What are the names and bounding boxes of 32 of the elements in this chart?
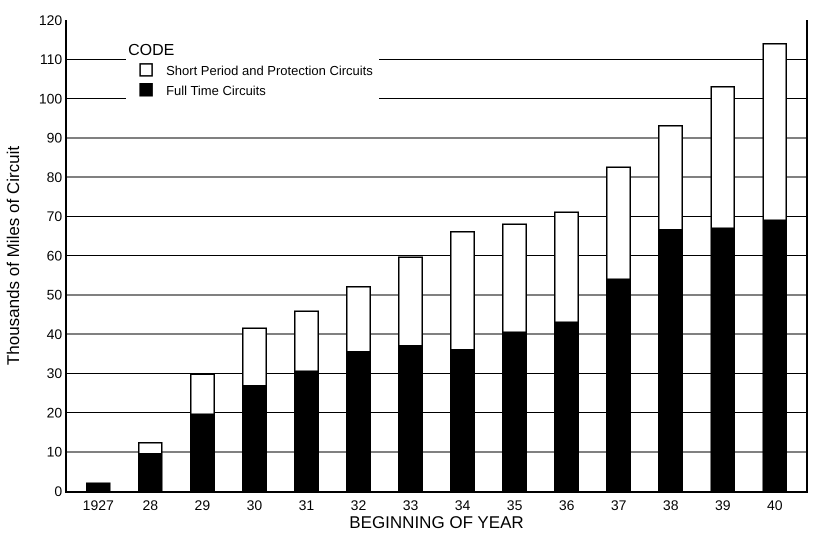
y-tick-label: 10 <box>46 444 62 460</box>
x-tick-label: 40 <box>766 496 783 513</box>
x-tick-label: 38 <box>662 496 679 513</box>
x-tick-label: 36 <box>558 496 575 513</box>
y-tick-label: 20 <box>46 404 62 420</box>
y-tick-label: 50 <box>46 286 62 303</box>
x-tick-label: 33 <box>402 496 418 513</box>
x-tick-label: 37 <box>610 496 627 513</box>
y-tick-label: 110 <box>40 51 62 68</box>
y-axis-title: Thousands of Miles of Circuit <box>4 146 23 366</box>
legend-title: CODE <box>128 42 174 59</box>
y-tick-label: 40 <box>46 326 62 342</box>
y-tick-label: 30 <box>46 365 62 382</box>
x-tick-label: 30 <box>246 496 262 513</box>
y-tick-label: 0 <box>54 482 62 499</box>
y-tick-label: 120 <box>38 12 62 28</box>
x-tick-label: 34 <box>454 496 471 513</box>
legend-label: Full Time Circuits <box>166 82 266 98</box>
x-axis-title: BEGINNING OF YEAR <box>349 512 524 532</box>
x-tick-label: 28 <box>142 496 158 513</box>
y-tick-label: 90 <box>46 130 62 146</box>
x-tick-label: 29 <box>194 496 210 513</box>
x-tick-label: 32 <box>350 496 366 513</box>
y-tick-label: 100 <box>38 90 62 106</box>
x-tick-label: 35 <box>506 496 523 513</box>
x-tick-label: 39 <box>714 496 731 513</box>
y-tick-label: 60 <box>46 247 62 264</box>
legend-label: Short Period and Protection Circuits <box>166 62 374 78</box>
x-tick-label: 31 <box>298 496 314 513</box>
y-tick-label: 80 <box>46 168 62 185</box>
y-tick-label: 70 <box>46 208 62 224</box>
x-tick-label: 1927 <box>82 496 114 513</box>
